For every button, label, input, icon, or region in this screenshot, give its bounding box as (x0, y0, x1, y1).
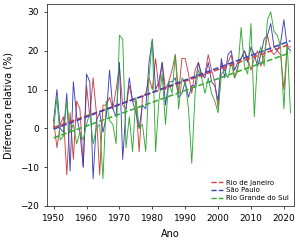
Legend: Rio de Janeiro, São Paulo, Rio Grande do Sul: Rio de Janeiro, São Paulo, Rio Grande do… (209, 178, 290, 202)
Y-axis label: Diferença relativa (%): Diferença relativa (%) (4, 52, 14, 158)
X-axis label: Ano: Ano (161, 229, 180, 239)
